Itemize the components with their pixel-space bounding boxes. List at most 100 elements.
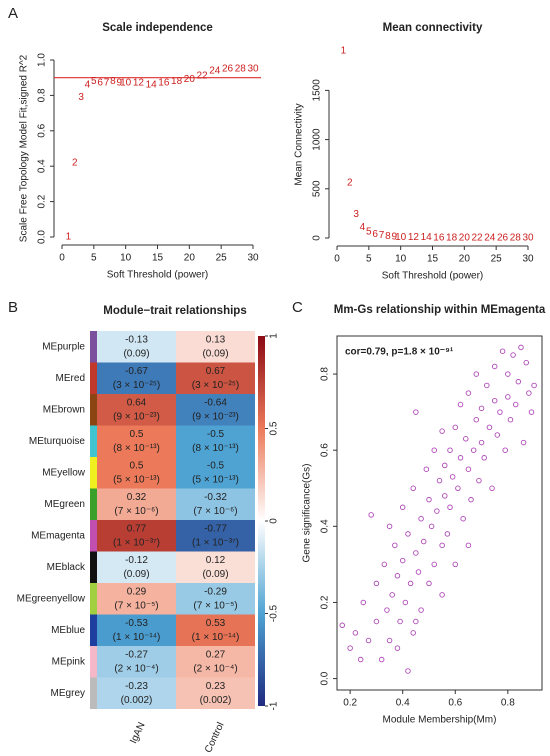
point-label: 14 [146, 79, 158, 90]
point [431, 447, 437, 453]
point-label: 16 [433, 232, 445, 243]
heatmap-cell [97, 488, 176, 520]
row-label: MEturquoise [29, 436, 86, 447]
point [392, 542, 398, 549]
cell-value: 0.77 [127, 523, 147, 534]
point [413, 409, 419, 415]
module-color [90, 520, 97, 552]
cell-value: 0.64 [127, 397, 147, 408]
heatmap-cell [176, 646, 255, 678]
point [452, 561, 459, 568]
point-label: 3 [78, 92, 84, 103]
point [478, 439, 485, 446]
point-label: 6 [97, 78, 103, 89]
point [418, 515, 424, 522]
point-label: 4 [85, 79, 91, 90]
x-tick-label: 0 [59, 253, 65, 264]
point [399, 557, 406, 564]
cell-p-value: (5 × 10⁻¹³) [192, 474, 239, 485]
point [407, 580, 414, 587]
point [405, 668, 411, 674]
cell-value: -0.64 [204, 397, 227, 408]
point [465, 542, 472, 549]
point-label: 12 [133, 78, 145, 89]
row-label: MEgreenyellow [17, 593, 86, 604]
heatmap-cell [97, 457, 176, 489]
point [394, 573, 401, 579]
cell-value: -0.77 [204, 523, 227, 534]
cell-p-value: (0.09) [202, 569, 228, 580]
x-tick-label: 25 [491, 254, 503, 265]
cell-p-value: (3 × 10⁻²⁵) [192, 380, 240, 391]
point [381, 561, 388, 568]
cell-value: 0.32 [127, 492, 147, 503]
point-label: 10 [120, 78, 132, 89]
cell-value: 0.29 [127, 586, 147, 597]
colorbar-tick-label: 1 [269, 333, 280, 339]
point [465, 466, 472, 472]
point [439, 428, 445, 434]
point [473, 416, 480, 423]
colorbar-tick-label: 0.5 [269, 421, 280, 435]
cell-p-value: (0.09) [123, 569, 149, 580]
row-label: MEpink [52, 656, 86, 667]
x-axis-label: Soft Threshold (power) [107, 270, 209, 281]
cell-value: 0.53 [206, 618, 226, 629]
heatmap-cell [97, 394, 176, 426]
x-tick-label: 10 [395, 254, 407, 265]
cell-value: -0.5 [207, 429, 225, 440]
x-tick-label: 0.6 [448, 698, 462, 709]
heatmap-cell [97, 646, 176, 678]
point [505, 394, 511, 400]
point-label: 24 [484, 233, 496, 244]
x-tick-label: 10 [120, 253, 132, 264]
point [507, 416, 514, 423]
cell-value: -0.32 [204, 492, 227, 503]
point [473, 371, 480, 377]
point [497, 409, 503, 415]
point [499, 348, 506, 354]
colorbar-tick-label: -0.5 [269, 604, 280, 622]
cell-p-value: (9 × 10⁻²³) [192, 411, 239, 422]
point [386, 637, 393, 644]
x-tick-label: 0 [334, 254, 340, 265]
point [478, 405, 485, 412]
row-label: MEred [56, 373, 85, 384]
colorbar-tick-label: -1 [269, 701, 280, 710]
row-label: MEgrey [51, 688, 85, 699]
point-label: 26 [497, 233, 509, 244]
point-label: 20 [184, 74, 196, 85]
module-color [90, 425, 97, 457]
cell-p-value: (7 × 10⁻⁵) [193, 600, 237, 611]
cell-p-value: (1 × 10⁻¹⁴) [192, 632, 240, 643]
x-tick-label: 0.2 [343, 698, 357, 709]
point [352, 630, 359, 636]
point [481, 455, 487, 461]
point [402, 599, 409, 606]
heatmap-cell [176, 425, 255, 457]
y-tick-label: 0.4 [320, 519, 331, 533]
cell-p-value: (2 × 10⁻⁴) [193, 663, 237, 674]
point-label: 2 [347, 178, 353, 189]
point [439, 542, 445, 549]
y-tick-label: 0.6 [320, 443, 331, 457]
point [447, 504, 453, 511]
point [397, 618, 403, 625]
point-label: 9 [392, 232, 398, 243]
y-tick-label: 0.8 [320, 367, 331, 381]
x-tick-label: 20 [459, 254, 471, 265]
cell-value: -0.29 [204, 586, 227, 597]
point [494, 432, 501, 438]
y-tick-label: 0.8 [37, 88, 48, 102]
point-label: 7 [379, 230, 385, 241]
point [423, 466, 430, 472]
module-color [90, 551, 97, 583]
cell-p-value: (8 × 10⁻¹³) [192, 443, 239, 454]
point-label: 30 [522, 233, 534, 244]
module-color [90, 488, 97, 520]
point [463, 436, 469, 442]
point-label: 20 [459, 232, 471, 243]
cell-p-value: (1 × 10⁻³⁷) [192, 537, 239, 548]
y-tick-label: 0.2 [37, 194, 48, 208]
point [452, 424, 459, 431]
